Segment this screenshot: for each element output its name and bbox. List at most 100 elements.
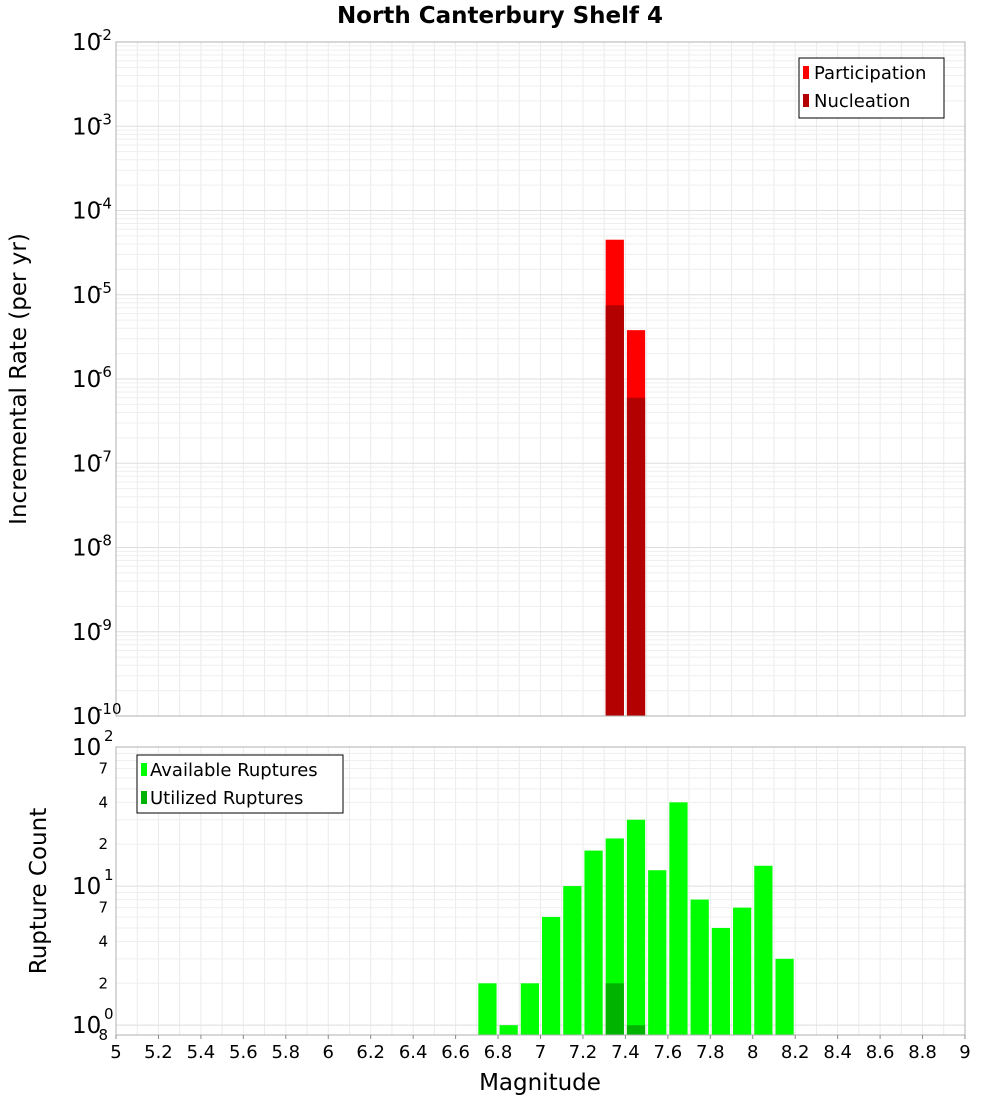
available-legend-label: Available Ruptures — [150, 760, 318, 781]
utilized-ruptures-bar — [605, 983, 624, 1035]
top-y-tick: 10-7 — [72, 447, 112, 477]
top-legend-box — [798, 57, 945, 119]
x-tick-label: 5.2 — [144, 1042, 173, 1063]
x-axis-label: Magnitude — [479, 1070, 601, 1096]
y-tick-base: 10 — [72, 620, 101, 646]
chart-title: North Canterbury Shelf 4 — [337, 3, 663, 29]
available-ruptures-bar — [775, 958, 794, 1035]
top-plot-border — [115, 41, 966, 717]
x-tick-label: 8.6 — [866, 1042, 895, 1063]
top-bars — [605, 239, 646, 716]
y-tick-base: 10 — [72, 283, 101, 309]
x-tick-label: 5.6 — [229, 1042, 258, 1063]
y-tick-base: 10 — [72, 874, 101, 900]
participation-legend-label: Participation — [814, 63, 926, 84]
top-y-tick-labels: 10-210-310-410-510-610-710-810-910-10 — [72, 26, 122, 730]
available-ruptures-bar — [690, 899, 709, 1035]
y-tick-exponent: -2 — [97, 26, 112, 44]
top-y-tick: 10-4 — [72, 195, 112, 225]
bottom-y-axis-label: Rupture Count — [26, 808, 52, 974]
bottom-bars — [478, 802, 794, 1035]
x-tick-label: 8.8 — [908, 1042, 937, 1063]
bottom-y-minor-tick: 8 — [98, 1026, 108, 1044]
top-y-tick: 10-5 — [72, 279, 112, 309]
available-ruptures-bar — [499, 1025, 518, 1035]
top-gridlines — [115, 42, 966, 717]
y-tick-exponent: -4 — [97, 195, 112, 213]
y-tick-exponent: -7 — [97, 447, 112, 465]
nucleation-legend-swatch — [803, 94, 809, 107]
available-ruptures-bar — [520, 983, 539, 1035]
y-tick-exponent: 2 — [104, 727, 114, 745]
bottom-y-minor-tick: 2 — [98, 974, 108, 992]
available-ruptures-bar — [733, 907, 752, 1035]
x-tick-label: 8 — [747, 1042, 758, 1063]
bottom-y-minor-tick: 4 — [98, 932, 108, 950]
utilized-legend-swatch — [141, 791, 147, 804]
y-tick-exponent: -3 — [97, 110, 112, 128]
y-tick-exponent: -5 — [97, 279, 112, 297]
x-tick-label: 9 — [959, 1042, 970, 1063]
y-tick-base: 10 — [72, 199, 101, 225]
top-y-tick: 10-10 — [72, 700, 122, 730]
y-tick-base: 10 — [72, 735, 101, 761]
top-y-tick: 10-6 — [72, 363, 112, 393]
available-ruptures-bar — [754, 865, 773, 1035]
available-ruptures-bar — [563, 886, 582, 1035]
y-tick-base: 10 — [72, 367, 101, 393]
bottom-y-major-tick: 10 1 — [72, 866, 114, 900]
y-tick-exponent: -6 — [97, 363, 112, 381]
y-tick-base: 10 — [72, 536, 101, 562]
top-legend: Participation Nucleation — [798, 57, 945, 119]
available-ruptures-bar — [542, 916, 561, 1035]
top-y-axis-label: Incremental Rate (per yr) — [6, 233, 32, 525]
y-tick-exponent: -9 — [97, 616, 112, 634]
available-legend-swatch — [141, 763, 147, 776]
nucleation-bar — [626, 397, 646, 716]
participation-legend-swatch — [803, 66, 809, 79]
x-tick-label: 5.8 — [271, 1042, 300, 1063]
x-tick-labels: 5 5.2 5.4 5.6 5.8 6 6.2 6.4 6.6 6.8 7 7.2 7.4 7.6 7.8 8… — [110, 1035, 971, 1063]
y-tick-exponent: -10 — [97, 700, 122, 718]
x-tick-label: 8.2 — [781, 1042, 810, 1063]
y-tick-base: 10 — [72, 451, 101, 477]
x-tick-label: 7.6 — [654, 1042, 683, 1063]
y-tick-exponent: 0 — [104, 1005, 114, 1023]
y-tick-exponent: -8 — [97, 532, 112, 550]
x-tick-label: 6.8 — [484, 1042, 513, 1063]
x-tick-label: 5 — [110, 1042, 121, 1063]
x-tick-label: 7.8 — [696, 1042, 725, 1063]
bottom-y-minor-tick: 7 — [98, 899, 108, 917]
x-tick-label: 7 — [535, 1042, 546, 1063]
available-ruptures-bar — [711, 927, 731, 1035]
x-tick-label: 5.4 — [187, 1042, 216, 1063]
top-panel: 10-210-310-410-510-610-710-810-910-10 In… — [6, 26, 966, 730]
bottom-legend: Available Ruptures Utilized Ruptures — [136, 754, 344, 814]
x-tick-label: 6.4 — [399, 1042, 428, 1063]
available-ruptures-bar — [669, 802, 688, 1035]
nucleation-legend-label: Nucleation — [814, 91, 910, 112]
bottom-y-major-tick: 10 2 — [72, 727, 114, 761]
available-ruptures-bar — [626, 819, 646, 1035]
top-y-tick: 10-9 — [72, 616, 112, 646]
x-tick-label: 6 — [323, 1042, 334, 1063]
y-tick-exponent: 1 — [104, 866, 114, 884]
top-y-tick: 10-3 — [72, 110, 112, 140]
bottom-y-major-tick: 10 0 — [72, 1005, 114, 1039]
available-ruptures-bar — [648, 870, 667, 1035]
x-tick-label: 6.6 — [441, 1042, 470, 1063]
y-tick-base: 10 — [72, 704, 101, 730]
available-ruptures-bar — [584, 850, 603, 1035]
bottom-y-minor-tick: 2 — [98, 835, 108, 853]
x-tick-label: 7.4 — [611, 1042, 640, 1063]
available-ruptures-bar — [478, 983, 497, 1035]
y-tick-base: 10 — [72, 1013, 101, 1039]
top-y-tick: 10-8 — [72, 532, 112, 562]
utilized-ruptures-bar — [626, 1025, 646, 1035]
bottom-y-minor-tick: 7 — [98, 760, 108, 778]
nucleation-bar — [605, 305, 624, 716]
x-tick-label: 6.2 — [356, 1042, 385, 1063]
